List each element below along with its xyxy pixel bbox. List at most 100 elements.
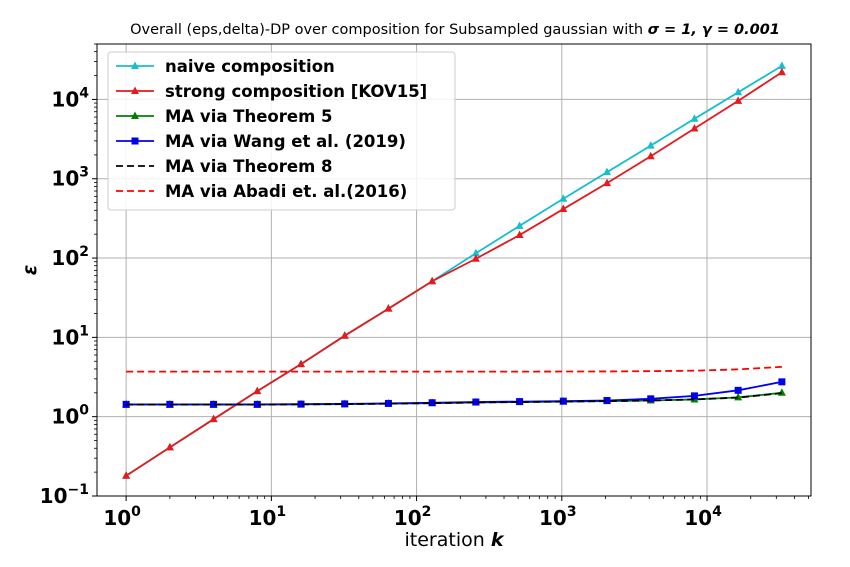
legend-marker [131, 61, 139, 69]
data-point [603, 167, 612, 176]
data-point [690, 114, 699, 122]
data-point [515, 221, 524, 229]
legend-label: naive composition [165, 57, 335, 76]
legend-label: strong composition [KOV15] [165, 82, 427, 101]
y-tick-exponent: 0 [79, 403, 89, 419]
y-tick-base: 10 [51, 167, 79, 191]
data-point [515, 230, 524, 239]
legend-label: MA via Theorem 5 [165, 107, 333, 126]
data-point [471, 248, 480, 257]
y-tick-exponent: 1 [79, 323, 89, 339]
y-tick-base: 10 [51, 405, 79, 429]
y-tick-label: 101 [51, 323, 89, 349]
series-line [126, 365, 782, 373]
plot-series [122, 61, 786, 479]
x-tick-exponent: 3 [567, 504, 577, 520]
series-5 [126, 365, 782, 373]
x-tick-base: 10 [684, 506, 712, 530]
x-tick-exponent: 4 [712, 504, 722, 520]
title-prefix: Overall (eps,delta)-DP over composition … [130, 22, 648, 38]
title-sigma: σ = 1, [648, 22, 702, 38]
y-tick-label: 10−1 [40, 482, 89, 508]
x-axis-label-var: k [491, 529, 505, 551]
data-point [384, 399, 392, 407]
data-point [690, 392, 698, 400]
data-point [384, 304, 393, 312]
data-point [777, 61, 786, 69]
legend: naive composition strong composition [KOV… [107, 51, 456, 211]
chart-title: Overall (eps,delta)-DP over composition … [130, 22, 780, 38]
data-point [603, 396, 611, 404]
data-point [559, 397, 567, 405]
x-tick-base: 10 [249, 506, 277, 530]
x-tick-exponent: 0 [131, 504, 141, 520]
x-tick-label: 100 [103, 504, 141, 530]
y-tick-exponent: −1 [68, 482, 89, 498]
legend-marker [131, 86, 139, 94]
y-tick-exponent: 3 [79, 165, 89, 181]
data-point [472, 398, 480, 406]
data-point [297, 359, 306, 368]
x-tick-exponent: 2 [422, 504, 432, 520]
series-line [126, 380, 783, 406]
data-point [734, 386, 742, 394]
data-point [646, 151, 655, 160]
title-gamma: γ = 0.001 [702, 22, 780, 38]
legend-marker [131, 111, 139, 119]
legend-marker [131, 137, 139, 145]
data-point [646, 141, 655, 149]
data-point [734, 96, 743, 104]
data-point [122, 471, 131, 479]
data-point [734, 87, 743, 96]
data-point [297, 400, 305, 408]
data-point [428, 399, 436, 407]
y-tick-exponent: 4 [79, 85, 89, 101]
x-tick-label: 101 [249, 504, 287, 530]
y-tick-label: 104 [51, 85, 89, 111]
x-tick-exponent: 1 [276, 504, 286, 520]
data-point [777, 67, 786, 76]
legend-label: MA via Theorem 8 [165, 157, 333, 176]
data-point [559, 194, 568, 202]
y-tick-label: 102 [51, 244, 89, 270]
data-point [559, 204, 568, 213]
data-point [166, 400, 174, 408]
data-point [777, 388, 786, 396]
legend-box [107, 51, 456, 211]
data-point [471, 254, 480, 262]
series-3 [122, 378, 786, 408]
data-point [778, 378, 786, 386]
y-tick-exponent: 2 [79, 244, 89, 260]
data-point [340, 331, 349, 339]
x-tick-base: 10 [394, 506, 422, 530]
x-tick-base: 10 [103, 506, 131, 530]
y-tick-base: 10 [51, 87, 79, 111]
x-tick-label: 104 [684, 504, 722, 530]
data-point [209, 414, 218, 423]
x-axis-label-text: iteration [405, 529, 485, 551]
x-tick-label: 102 [394, 504, 432, 530]
x-axis-label: iteration k [405, 529, 505, 551]
data-point [516, 398, 524, 406]
data-point [647, 395, 655, 403]
x-tick-base: 10 [539, 506, 567, 530]
data-point [341, 400, 349, 408]
y-tick-base: 10 [51, 325, 79, 349]
data-point [690, 124, 699, 132]
y-tick-base: 10 [40, 484, 68, 508]
data-point [122, 400, 130, 408]
y-axis-label: ε [19, 265, 41, 276]
y-tick-label: 103 [51, 165, 89, 191]
data-point [253, 400, 261, 408]
data-point [165, 442, 174, 451]
data-point [210, 400, 218, 408]
x-tick-label: 103 [539, 504, 577, 530]
y-tick-label: 100 [51, 403, 89, 429]
y-tick-base: 10 [51, 246, 79, 270]
data-point [253, 386, 262, 395]
legend-label: MA via Wang et al. (2019) [165, 132, 406, 151]
legend-label: MA via Abadi et. al.(2016) [165, 182, 407, 201]
data-point [428, 276, 437, 285]
